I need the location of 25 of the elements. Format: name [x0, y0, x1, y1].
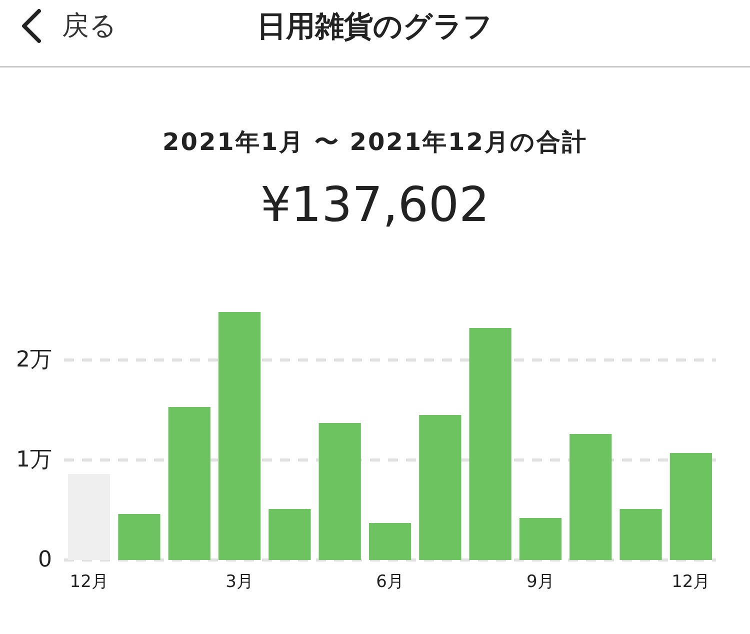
bar	[268, 509, 311, 560]
bar	[570, 434, 612, 560]
x-tick-label: 9月	[526, 572, 554, 592]
bar	[318, 423, 361, 560]
bar	[419, 415, 462, 560]
bar	[620, 509, 662, 560]
x-tick-label: 6月	[376, 572, 404, 592]
bar	[168, 407, 210, 560]
bar	[670, 453, 712, 560]
bar	[118, 514, 160, 560]
chart-subtitle: 2021年1月 〜 2021年12月の合計	[162, 128, 588, 156]
y-tick-label: 0	[38, 548, 52, 572]
y-tick-label: 1万	[16, 448, 52, 472]
bar	[519, 518, 562, 560]
y-tick-label: 2万	[16, 348, 52, 372]
bar	[469, 328, 512, 560]
x-tick-label: 12月	[70, 572, 108, 592]
text: ¥137,602	[260, 177, 490, 233]
x-tick-label: 12月	[672, 572, 710, 592]
x-tick-label: 3月	[226, 572, 254, 592]
bar	[368, 523, 412, 560]
bar	[68, 474, 110, 560]
bar	[218, 312, 261, 560]
chart-title: 日用雑貨のグラフ	[257, 9, 493, 43]
text: 戻る	[62, 10, 117, 42]
